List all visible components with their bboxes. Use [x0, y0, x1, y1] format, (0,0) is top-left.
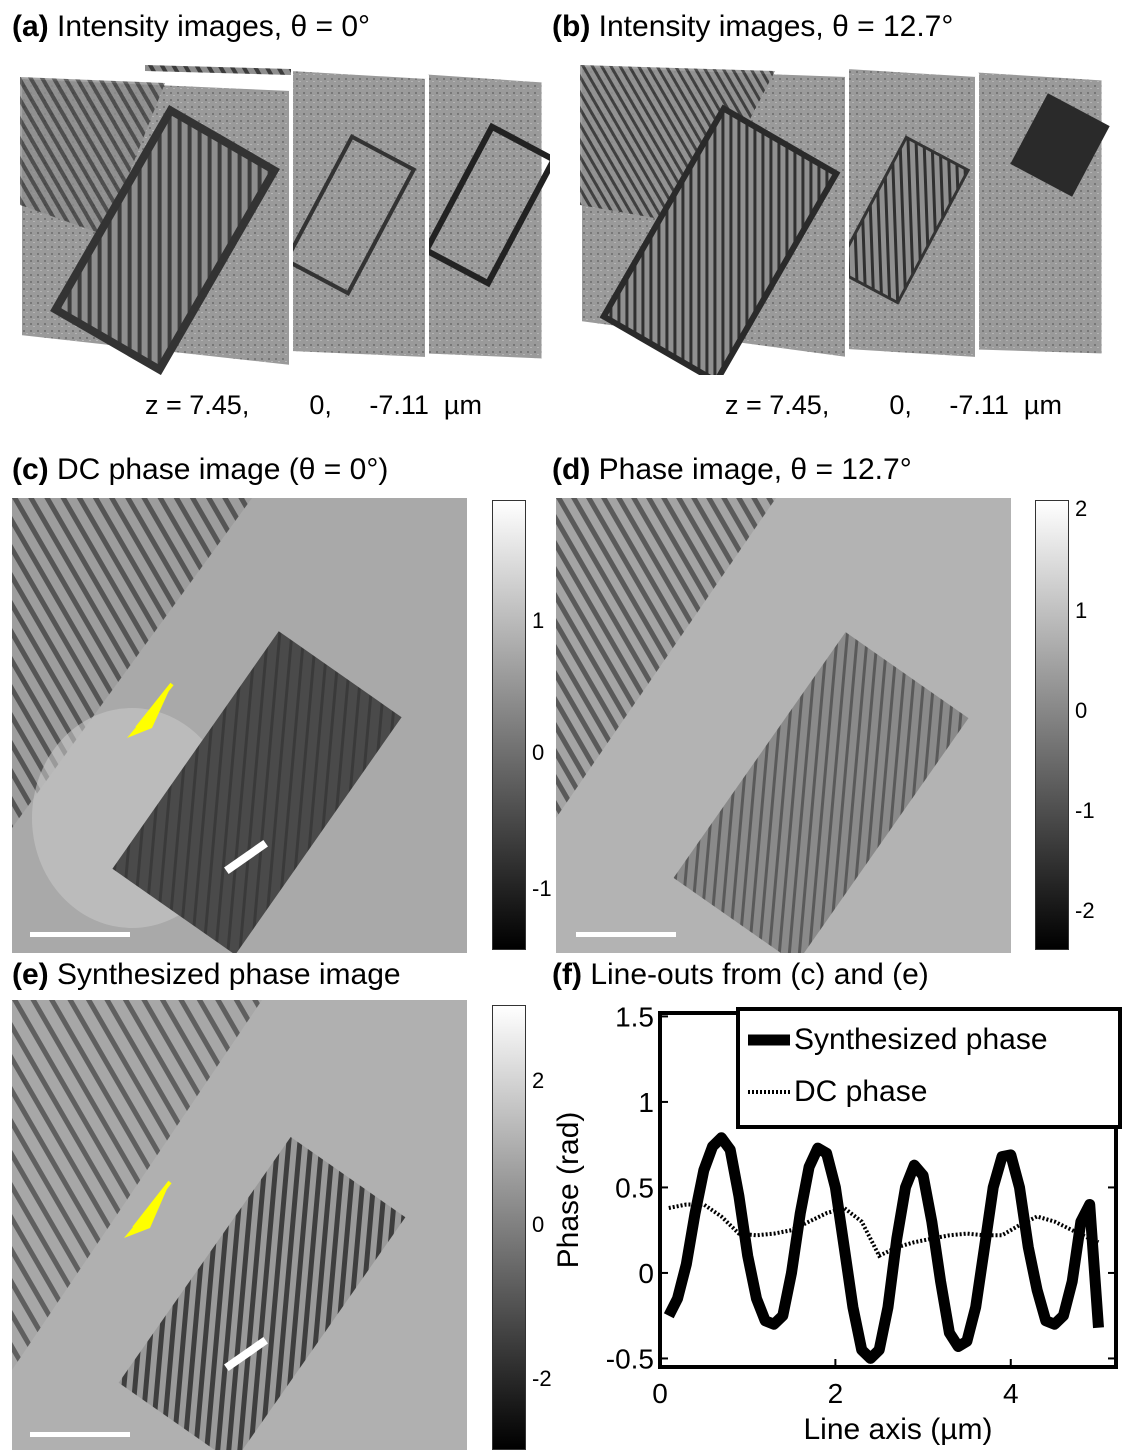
panel-f-letter: (f) — [552, 958, 582, 991]
panel-d-tick-neg1: -1 — [1075, 798, 1095, 823]
panel-c-scale-bar — [30, 932, 130, 937]
panel-a-title: (a) Intensity images, θ = 0° — [12, 12, 370, 42]
panel-c-tick-1: 1 — [532, 608, 545, 633]
panel-b-title: (b) Intensity images, θ = 12.7° — [552, 12, 953, 42]
panel-e-title: (e) Synthesized phase image — [12, 960, 401, 990]
panel-c-letter: (c) — [12, 453, 49, 486]
panel-f-title: (f) Line-outs from (c) and (e) — [552, 960, 929, 990]
x-tick-label: 2 — [828, 1378, 844, 1409]
y-axis-label: Phase (rad) — [552, 1112, 585, 1269]
legend-box — [736, 1007, 1122, 1129]
y-tick-label: 1.5 — [615, 1001, 654, 1032]
panel-c-tick-neg1: -1 — [532, 876, 552, 901]
panel-a-z-label: z = 7.45, 0, -7.11 µm — [145, 390, 482, 420]
series-line-dc-phase — [668, 1202, 1100, 1259]
panel-b-letter: (b) — [552, 10, 591, 43]
y-tick-label: 1 — [638, 1087, 654, 1118]
panel-f-lineout-chart: -0.5 0 0.5 1 1.5 0 2 4 Line axis (µm) Phase (rad)… — [552, 1001, 1122, 1446]
panel-e-tick-2: 2 — [532, 1068, 545, 1093]
panel-e-title-text: Synthesized phase image — [57, 958, 401, 991]
y-tick-label: 0.5 — [615, 1172, 654, 1203]
series-line-synthesized-phase — [663, 1132, 1104, 1364]
panel-b-intensity-stack — [578, 62, 1110, 375]
panel-c-title: (c) DC phase image (θ = 0°) — [12, 455, 388, 485]
panel-d-letter: (d) — [552, 453, 591, 486]
panel-c-colorbar — [492, 500, 526, 950]
panel-d-tick-2: 2 — [1075, 496, 1088, 521]
panel-b-title-text: Intensity images, θ = 12.7° — [598, 10, 954, 43]
panel-d-colorbar — [1035, 500, 1069, 950]
panel-d-tick-0: 0 — [1075, 698, 1088, 723]
panel-e-scale-bar — [30, 1432, 130, 1437]
panel-e-colorbar — [492, 1005, 526, 1450]
legend-label: DC phase — [794, 1075, 927, 1108]
x-axis-label: Line axis (µm) — [804, 1413, 993, 1446]
y-tick-label: -0.5 — [606, 1343, 654, 1374]
panel-d-phase-image — [556, 498, 1011, 953]
panel-f-title-text: Line-outs from (c) and (e) — [590, 958, 929, 991]
x-tick-label: 4 — [1003, 1378, 1019, 1409]
panel-c-title-text: DC phase image (θ = 0°) — [57, 453, 389, 486]
panel-b-z-label: z = 7.45, 0, -7.11 µm — [725, 390, 1062, 420]
y-tick-label: 0 — [638, 1258, 654, 1289]
panel-e-tick-neg2: -2 — [532, 1366, 552, 1391]
legend-label: Synthesized phase — [794, 1023, 1048, 1056]
panel-e-arrow — [132, 1180, 172, 1230]
x-tick-label: 0 — [652, 1378, 668, 1409]
panel-c-arrow — [135, 682, 174, 730]
panel-a-title-text: Intensity images, θ = 0° — [57, 10, 371, 43]
panel-c-dc-phase-image — [12, 498, 467, 953]
panel-d-title: (d) Phase image, θ = 12.7° — [552, 455, 912, 485]
panel-c-tick-0: 0 — [532, 740, 545, 765]
panel-a-intensity-stack — [18, 65, 550, 375]
panel-d-scale-bar — [576, 932, 676, 937]
panel-d-title-text: Phase image, θ = 12.7° — [598, 453, 912, 486]
panel-e-letter: (e) — [12, 958, 49, 991]
panel-a-letter: (a) — [12, 10, 49, 43]
panel-d-tick-1: 1 — [1075, 598, 1088, 623]
panel-d-tick-neg2: -2 — [1075, 898, 1095, 923]
panel-e-synthesized-phase-image — [12, 1000, 467, 1450]
panel-e-tick-0: 0 — [532, 1212, 545, 1237]
